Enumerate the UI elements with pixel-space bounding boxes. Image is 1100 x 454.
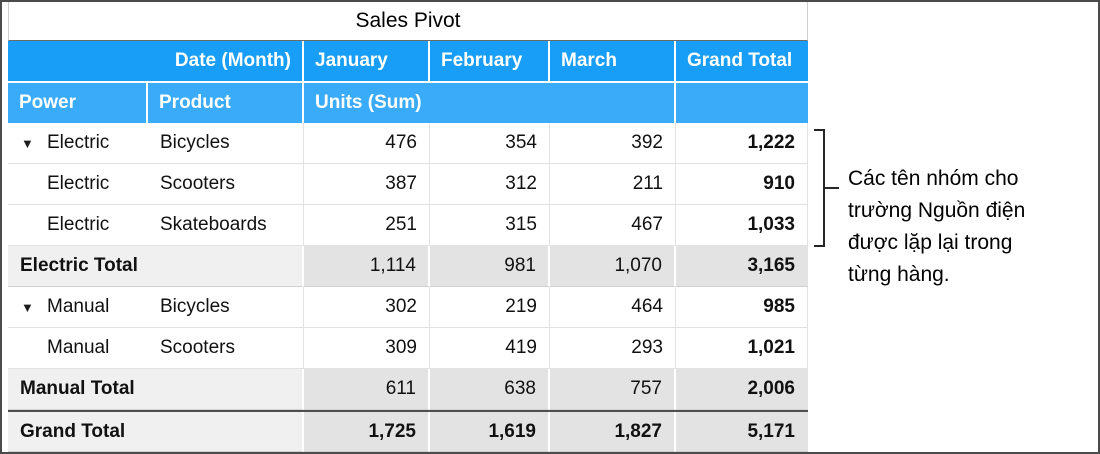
- power-cell[interactable]: ▼ Manual: [8, 287, 148, 328]
- header-empty[interactable]: [676, 83, 808, 123]
- header-power[interactable]: Power: [8, 83, 148, 123]
- value-cell[interactable]: 1,070: [550, 246, 676, 287]
- total-cell[interactable]: 5,171: [676, 412, 808, 452]
- value-cell[interactable]: 312: [430, 164, 550, 205]
- value-cell[interactable]: 419: [430, 328, 550, 369]
- product-cell[interactable]: Bicycles: [148, 287, 304, 328]
- product-cell[interactable]: Scooters: [148, 164, 304, 205]
- value-cell[interactable]: 293: [550, 328, 676, 369]
- total-cell[interactable]: 2,006: [676, 369, 808, 410]
- table-row: ▼ Electric Bicycles 476 354 392 1,222: [8, 123, 808, 164]
- value-cell[interactable]: 1,619: [430, 412, 550, 452]
- annotation-line: từng hàng.: [848, 263, 950, 286]
- annotation-line: Các tên nhóm cho: [848, 167, 1019, 190]
- power-label: Manual: [47, 337, 110, 358]
- header-product[interactable]: Product: [148, 83, 304, 123]
- subtotal-label-cell[interactable]: Grand Total: [8, 412, 304, 452]
- power-cell[interactable]: Manual: [8, 328, 148, 369]
- value-cell[interactable]: 211: [550, 164, 676, 205]
- header-march[interactable]: March: [550, 41, 676, 81]
- header-grand-total[interactable]: Grand Total: [676, 41, 808, 81]
- table-row: Electric Scooters 387 312 211 910: [8, 164, 808, 205]
- header-january[interactable]: January: [304, 41, 430, 81]
- total-cell[interactable]: 985: [676, 287, 808, 328]
- power-label: Electric: [47, 173, 110, 194]
- callout-connector-line: [825, 187, 839, 189]
- value-cell[interactable]: 302: [304, 287, 430, 328]
- table-row: Electric Skateboards 251 315 467 1,033: [8, 205, 808, 246]
- subtotal-label-cell[interactable]: Manual Total: [8, 369, 304, 410]
- value-cell[interactable]: 1,114: [304, 246, 430, 287]
- value-cell[interactable]: 464: [550, 287, 676, 328]
- power-label: Electric: [47, 214, 110, 235]
- total-cell[interactable]: 910: [676, 164, 808, 205]
- subtotal-row: Manual Total 611 638 757 2,006: [8, 369, 808, 410]
- header-date-month[interactable]: Date (Month): [8, 41, 304, 81]
- header-february[interactable]: February: [430, 41, 550, 81]
- subtotal-label-cell[interactable]: Electric Total: [8, 246, 304, 287]
- annotation-line: được lặp lại trong: [848, 231, 1013, 254]
- value-cell[interactable]: 392: [550, 123, 676, 164]
- value-cell[interactable]: 611: [304, 369, 430, 410]
- product-cell[interactable]: Bicycles: [148, 123, 304, 164]
- value-cell[interactable]: 757: [550, 369, 676, 410]
- value-cell[interactable]: 315: [430, 205, 550, 246]
- table-title[interactable]: Sales Pivot: [8, 2, 808, 41]
- product-cell[interactable]: Skateboards: [148, 205, 304, 246]
- total-cell[interactable]: 1,222: [676, 123, 808, 164]
- pivot-table: Sales Pivot Date (Month) January Februar…: [8, 2, 808, 452]
- value-cell[interactable]: 638: [430, 369, 550, 410]
- disclosure-triangle-icon[interactable]: ▼: [21, 135, 34, 151]
- table-row: ▼ Manual Bicycles 302 219 464 985: [8, 287, 808, 328]
- total-cell[interactable]: 1,033: [676, 205, 808, 246]
- value-cell[interactable]: 251: [304, 205, 430, 246]
- grand-total-row: Grand Total 1,725 1,619 1,827 5,171: [8, 410, 808, 452]
- annotation-line: trường Nguồn điện: [848, 199, 1026, 222]
- header-row-months: Date (Month) January February March Gran…: [8, 41, 808, 81]
- callout-bracket: [814, 129, 825, 247]
- total-cell[interactable]: 1,021: [676, 328, 808, 369]
- power-label: Electric: [47, 132, 110, 153]
- value-cell[interactable]: 1,725: [304, 412, 430, 452]
- header-row-fields: Power Product Units (Sum): [8, 83, 808, 123]
- value-cell[interactable]: 1,827: [550, 412, 676, 452]
- power-cell[interactable]: Electric: [8, 205, 148, 246]
- value-cell[interactable]: 219: [430, 287, 550, 328]
- total-cell[interactable]: 3,165: [676, 246, 808, 287]
- value-cell[interactable]: 309: [304, 328, 430, 369]
- value-cell[interactable]: 467: [550, 205, 676, 246]
- product-cell[interactable]: Scooters: [148, 328, 304, 369]
- value-cell[interactable]: 387: [304, 164, 430, 205]
- value-cell[interactable]: 981: [430, 246, 550, 287]
- power-label: Manual: [47, 296, 110, 317]
- subtotal-row: Electric Total 1,114 981 1,070 3,165: [8, 246, 808, 287]
- value-cell[interactable]: 354: [430, 123, 550, 164]
- power-cell[interactable]: ▼ Electric: [8, 123, 148, 164]
- power-cell[interactable]: Electric: [8, 164, 148, 205]
- annotation-text: Các tên nhóm cho trường Nguồn điện được …: [848, 163, 1096, 291]
- value-cell[interactable]: 476: [304, 123, 430, 164]
- header-units-sum[interactable]: Units (Sum): [304, 83, 676, 123]
- table-row: Manual Scooters 309 419 293 1,021: [8, 328, 808, 369]
- disclosure-triangle-icon[interactable]: ▼: [21, 299, 34, 315]
